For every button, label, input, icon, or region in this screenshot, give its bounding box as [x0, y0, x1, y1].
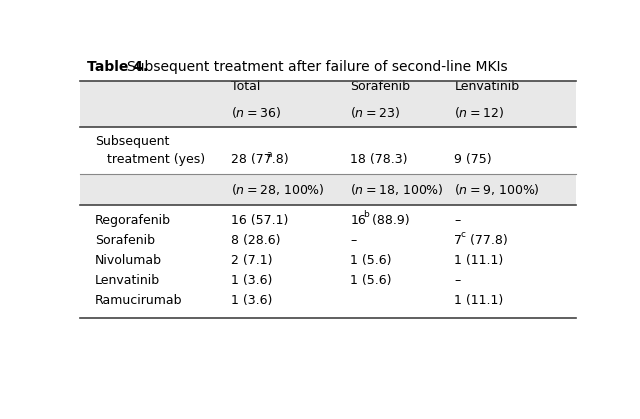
- Text: Ramucirumab: Ramucirumab: [95, 294, 182, 307]
- Text: 16 (57.1): 16 (57.1): [231, 214, 289, 227]
- Text: Table 4.: Table 4.: [88, 60, 148, 74]
- Text: –: –: [454, 274, 461, 287]
- Text: 2 (7.1): 2 (7.1): [231, 254, 273, 267]
- Text: 16: 16: [350, 214, 366, 227]
- Text: –: –: [454, 214, 461, 227]
- Text: (88.9): (88.9): [368, 214, 410, 227]
- Text: 1 (5.6): 1 (5.6): [350, 254, 392, 267]
- Text: –: –: [350, 234, 356, 247]
- Text: b: b: [364, 210, 369, 219]
- Text: Subsequent: Subsequent: [95, 135, 169, 148]
- Text: ($n$ = 12): ($n$ = 12): [454, 105, 504, 119]
- Text: ($n$ = 18, 100%): ($n$ = 18, 100%): [350, 182, 444, 197]
- Text: Regorafenib: Regorafenib: [95, 214, 171, 227]
- Text: Subsequent treatment after failure of second-line MKIs: Subsequent treatment after failure of se…: [127, 60, 508, 74]
- Text: 1 (3.6): 1 (3.6): [231, 274, 273, 287]
- Text: Lenvatinib: Lenvatinib: [95, 274, 160, 287]
- Text: treatment (yes): treatment (yes): [108, 153, 205, 166]
- Bar: [80, 127, 576, 174]
- Text: ($n$ = 36): ($n$ = 36): [231, 105, 281, 119]
- Text: Sorafenib: Sorafenib: [95, 234, 155, 247]
- Bar: [80, 81, 576, 127]
- Text: 28 (77.8): 28 (77.8): [231, 153, 289, 166]
- Bar: [80, 174, 576, 205]
- Text: 1 (5.6): 1 (5.6): [350, 274, 392, 287]
- Text: 1 (3.6): 1 (3.6): [231, 294, 273, 307]
- Text: Total: Total: [231, 80, 260, 93]
- Text: 9 (75): 9 (75): [454, 153, 492, 166]
- Text: Nivolumab: Nivolumab: [95, 254, 162, 267]
- Text: 1 (11.1): 1 (11.1): [454, 254, 504, 267]
- Text: ($n$ = 28, 100%): ($n$ = 28, 100%): [231, 182, 325, 197]
- Text: ($n$ = 23): ($n$ = 23): [350, 105, 400, 119]
- Text: 18 (78.3): 18 (78.3): [350, 153, 408, 166]
- Text: (77.8): (77.8): [466, 234, 508, 247]
- Text: Lenvatinib: Lenvatinib: [454, 80, 520, 93]
- Text: Sorafenib: Sorafenib: [350, 80, 410, 93]
- Text: ($n$ = 9, 100%): ($n$ = 9, 100%): [454, 182, 540, 197]
- Text: 8 (28.6): 8 (28.6): [231, 234, 281, 247]
- Text: 7: 7: [454, 234, 463, 247]
- Bar: [80, 205, 576, 318]
- Text: c: c: [461, 230, 466, 239]
- Text: a: a: [267, 150, 273, 159]
- Text: 1 (11.1): 1 (11.1): [454, 294, 504, 307]
